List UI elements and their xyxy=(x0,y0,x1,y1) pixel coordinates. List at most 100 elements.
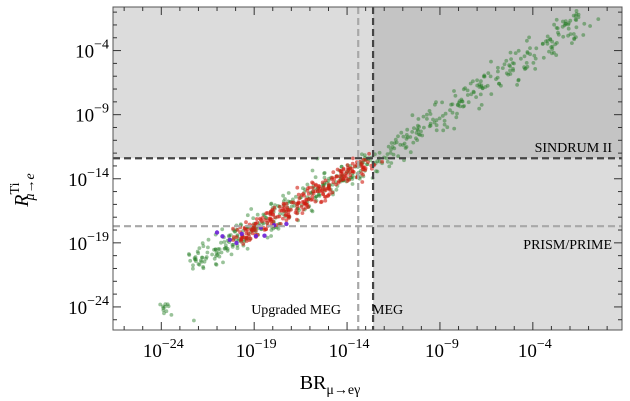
point-series0-3-9 xyxy=(206,245,210,250)
point-series1-9-6 xyxy=(296,200,301,205)
point-series0-1-5 xyxy=(200,255,205,260)
point-series0-1-1 xyxy=(187,253,192,257)
point-series0-35-2 xyxy=(479,83,484,88)
point-series0-18-9 xyxy=(313,175,318,180)
point-series1-5-6 xyxy=(268,217,273,222)
point-series0-29-9 xyxy=(416,132,421,137)
point-series0-38-8 xyxy=(504,58,509,63)
point-series0-30-10 xyxy=(428,121,433,126)
point-series1-9-2 xyxy=(310,194,315,199)
point-series0-41-2 xyxy=(556,30,560,35)
point-series0-36-4 xyxy=(497,81,501,86)
point-series0-42-5 xyxy=(561,19,565,24)
point-series0-35-1 xyxy=(471,79,475,84)
point-series0-40-3 xyxy=(544,39,548,44)
point-series0-4-8 xyxy=(213,247,218,252)
point-series0-39-7 xyxy=(516,48,521,53)
point-series1-13-5 xyxy=(330,175,335,180)
point-series1-7-8 xyxy=(278,204,282,209)
point-series0-24-1 xyxy=(360,152,364,157)
point-series0-42-7 xyxy=(571,32,576,36)
point-series1-10-8 xyxy=(306,186,310,191)
point-series0-15-0 xyxy=(291,197,295,202)
point-series0-5-4 xyxy=(229,252,234,257)
point-series1-0-12 xyxy=(231,226,235,231)
point-series0-36-1 xyxy=(479,84,483,89)
point-series0-2-7 xyxy=(199,260,204,264)
point-series1-7-10 xyxy=(289,207,293,212)
point-series0-28-10 xyxy=(408,135,413,139)
point-series1-3-0 xyxy=(249,228,254,233)
point-series0-30-2 xyxy=(422,125,426,130)
point-series0-1-6 xyxy=(188,258,193,263)
point-series1-6-3 xyxy=(283,209,288,214)
point-series0-0-3 xyxy=(162,311,166,316)
point-series0-30-4 xyxy=(419,129,423,134)
point-series0-34-4 xyxy=(468,81,473,86)
point-series0-4-1 xyxy=(210,252,215,257)
point-series0-31-2 xyxy=(434,118,439,123)
point-series0-31-10 xyxy=(437,116,442,121)
point-series0-40-11 xyxy=(554,53,559,57)
point-series0-35-6 xyxy=(475,83,480,88)
point-series1-0-13 xyxy=(231,235,236,239)
point-series0-2-9 xyxy=(204,256,208,261)
point-series0-42-0 xyxy=(563,22,568,26)
y-tick-label: 10−9 xyxy=(75,102,109,127)
point-series0-31-5 xyxy=(431,117,435,122)
point-series0-32-0 xyxy=(448,108,452,112)
point-series0-30-3 xyxy=(421,114,426,119)
point-series2-0-0 xyxy=(214,230,220,235)
point-series1-9-4 xyxy=(296,192,301,197)
point-series0-40-9 xyxy=(550,51,554,56)
point-series0-32-8 xyxy=(461,104,465,109)
point-series0-2-4 xyxy=(204,255,209,259)
point-series0-27-0 xyxy=(389,141,394,145)
point-series0-1-9 xyxy=(191,266,195,271)
point-series1-3-12 xyxy=(260,219,264,224)
point-series1-8-13 xyxy=(304,205,308,210)
point-series0-30-0 xyxy=(427,124,432,129)
point-series1-9-5 xyxy=(300,200,305,204)
point-series0-29-1 xyxy=(418,133,422,137)
point-series0-44-11 xyxy=(574,9,579,13)
point-series0-29-2 xyxy=(405,135,410,140)
point-series0-37-10 xyxy=(515,83,519,87)
point-series0-39-5 xyxy=(533,67,538,71)
point-series0-34-1 xyxy=(465,88,470,93)
axis-ticks xyxy=(113,7,622,330)
point-series0-4-0 xyxy=(217,247,222,252)
point-series0-6-1 xyxy=(228,233,233,237)
point-series0-33-4 xyxy=(462,104,466,108)
y-tick-label: 10−4 xyxy=(75,38,109,63)
point-series1-12-3 xyxy=(320,180,325,185)
point-series1-10-1 xyxy=(303,202,308,206)
point-series0-28-3 xyxy=(415,138,420,143)
point-series1-10-0 xyxy=(310,185,315,190)
point-series1-17-9 xyxy=(380,159,384,164)
point-series0-42-6 xyxy=(560,24,565,29)
point-series0-3-6 xyxy=(219,250,224,255)
point-series0-37-5 xyxy=(504,71,509,76)
point-series0-1-11 xyxy=(201,266,206,271)
point-series1-0-6 xyxy=(234,235,239,240)
point-series0-4-9 xyxy=(213,262,218,266)
point-series0-38-9 xyxy=(519,56,523,61)
point-series0-1-4 xyxy=(196,262,201,266)
region-both-excluded xyxy=(373,7,622,159)
point-series0-42-11 xyxy=(570,41,574,45)
point-series0-34-2 xyxy=(471,89,476,94)
point-series0-2-6 xyxy=(201,265,206,269)
point-series0-20-2 xyxy=(322,171,326,176)
point-series0-2-8 xyxy=(198,258,203,263)
point-series0-40-2 xyxy=(545,41,550,46)
point-series0-14-1 xyxy=(289,204,294,209)
point-series0-38-7 xyxy=(524,61,529,65)
point-series0-43-7 xyxy=(554,17,559,22)
point-series0-41-4 xyxy=(555,41,559,45)
point-series0-41-1 xyxy=(548,37,553,42)
point-series1-14-2 xyxy=(348,173,353,178)
point-series0-33-6 xyxy=(459,97,464,102)
x-tick-label: 10−4 xyxy=(518,337,552,362)
point-series0-43-8 xyxy=(568,32,573,36)
